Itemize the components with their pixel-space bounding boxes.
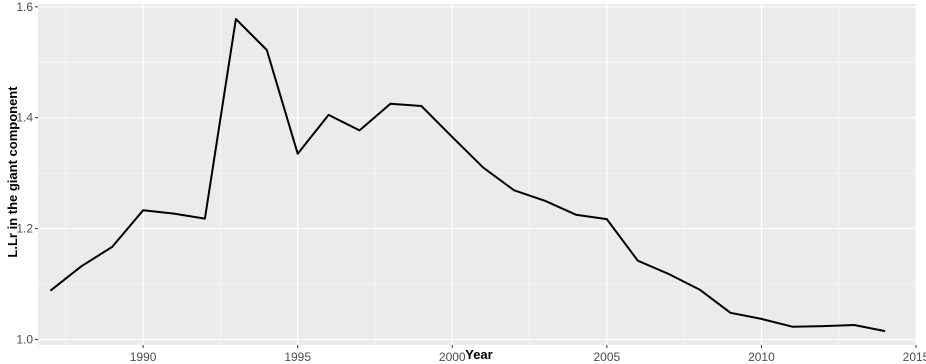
x-tick-label: 2005 <box>593 350 620 364</box>
x-tick-label: 2015 <box>903 350 926 364</box>
y-axis-title: L.Lr in the giant component <box>5 86 20 258</box>
x-tick-label: 2010 <box>748 350 775 364</box>
x-tick-label: 2000 <box>439 350 466 364</box>
major-gridlines <box>38 4 917 345</box>
y-tick-label: 1.4 <box>16 111 33 125</box>
y-tick-labels: 1.0 1.2 1.4 1.6 <box>16 0 33 346</box>
x-axis-title: Year <box>465 347 492 362</box>
series-line <box>49 18 886 333</box>
y-tick-label: 1.6 <box>16 0 33 14</box>
plot-panel <box>38 4 916 345</box>
y-tick-label: 1.2 <box>16 222 33 236</box>
x-tick-labels: 1990 1995 2000 2005 2010 2015 <box>130 350 926 364</box>
y-tick-label: 1.0 <box>16 332 33 346</box>
x-tick-label: 1990 <box>130 350 157 364</box>
minor-gridlines <box>38 4 916 345</box>
x-tick-label: 1995 <box>284 350 311 364</box>
axis-ticks <box>35 6 917 348</box>
